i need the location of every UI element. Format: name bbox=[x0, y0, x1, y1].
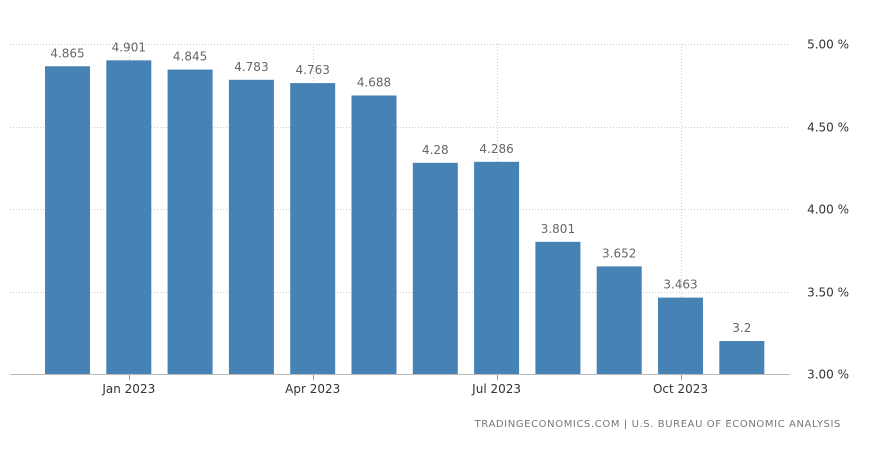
bar-value-label: 3.652 bbox=[602, 246, 636, 260]
bar bbox=[228, 79, 274, 375]
bar bbox=[719, 341, 765, 374]
bar-value-label: 4.901 bbox=[112, 40, 146, 54]
bar bbox=[45, 66, 90, 375]
bar bbox=[412, 162, 458, 374]
y-tick-label: 5.00 % bbox=[807, 38, 849, 52]
x-tick-label: Apr 2023 bbox=[285, 382, 340, 396]
x-axis: Jan 2023 Apr 2023 Jul 2023 Oct 2023 bbox=[10, 374, 790, 396]
bar bbox=[658, 297, 703, 374]
bar-value-label: 4.688 bbox=[357, 75, 391, 89]
bars bbox=[45, 60, 765, 375]
bar bbox=[290, 83, 336, 374]
bar bbox=[596, 266, 642, 374]
bar-value-label: 3.463 bbox=[663, 278, 697, 292]
bar-value-label: 3.2 bbox=[732, 321, 751, 335]
bar bbox=[351, 95, 397, 374]
x-tick-label: Oct 2023 bbox=[653, 382, 708, 396]
y-tick-label: 4.50 % bbox=[807, 121, 849, 135]
source-credit: TRADINGECONOMICS.COM | U.S. BUREAU OF EC… bbox=[474, 419, 841, 430]
y-axis: 3.00 % 3.50 % 4.00 % 4.50 % 5.00 % bbox=[807, 38, 849, 382]
y-tick-label: 4.00 % bbox=[807, 203, 849, 217]
bar-value-label: 4.763 bbox=[296, 63, 330, 77]
bar-value-labels: 4.865 4.901 4.845 4.783 4.763 4.688 4.28 4.286 3… bbox=[50, 40, 751, 335]
bar bbox=[535, 241, 581, 374]
bar-value-label: 4.286 bbox=[479, 142, 513, 156]
bar bbox=[106, 60, 152, 375]
bar bbox=[474, 161, 520, 374]
bar-value-label: 4.845 bbox=[173, 50, 207, 64]
y-tick-label: 3.50 % bbox=[807, 286, 849, 300]
bar-value-label: 3.801 bbox=[541, 222, 575, 236]
y-tick-label: 3.00 % bbox=[807, 368, 849, 382]
bar-value-label: 4.865 bbox=[50, 46, 84, 60]
x-tick-label: Jul 2023 bbox=[471, 382, 521, 396]
bar-value-label: 4.783 bbox=[234, 60, 268, 74]
bar bbox=[167, 69, 213, 374]
bar-value-label: 4.28 bbox=[422, 143, 449, 157]
x-tick-label: Jan 2023 bbox=[101, 382, 155, 396]
